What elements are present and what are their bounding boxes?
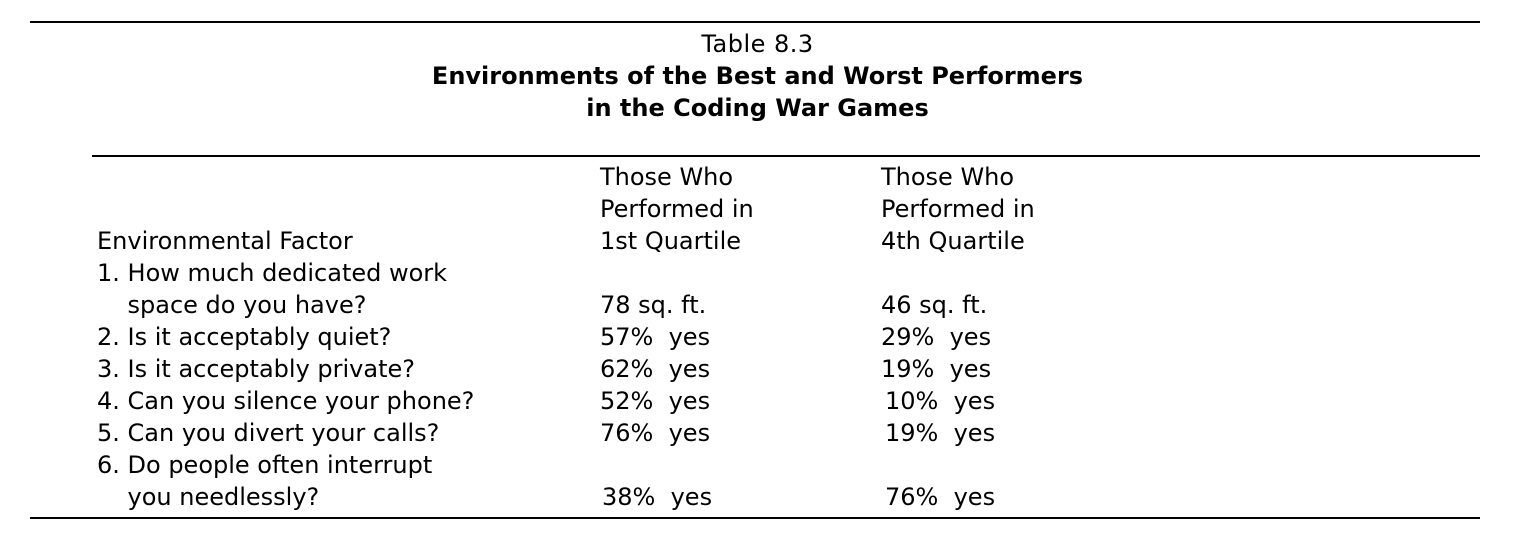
row-1-q1-value: 78 sq. ft. (600, 291, 707, 319)
q4-header-line-1: Those Who (881, 163, 1015, 191)
table-title-line-2: in the Coding War Games (586, 94, 929, 122)
row-4-q4-value: 10% yes (885, 387, 996, 415)
q4-header-line-2: Performed in (881, 195, 1035, 223)
q4-header-line-3: 4th Quartile (881, 227, 1025, 255)
q1-header-line-3: 1st Quartile (600, 227, 741, 255)
q1-header-line-2: Performed in (600, 195, 754, 223)
row-1-factor-line-1: 1. How much dedicated work (97, 259, 448, 287)
row-2-q1-value: 57% yes (600, 323, 711, 351)
row-5-q4-value: 19% yes (885, 419, 996, 447)
top-rule (30, 21, 1480, 23)
row-4-factor: 4. Can you silence your phone? (97, 387, 475, 415)
row-3-factor: 3. Is it acceptably private? (97, 355, 415, 383)
row-4-q1-value: 52% yes (600, 387, 711, 415)
bottom-rule (30, 517, 1480, 519)
q1-header-line-1: Those Who (600, 163, 734, 191)
row-3-q4-value: 19% yes (881, 355, 992, 383)
row-1-factor-line-2: space do you have? (97, 291, 367, 319)
row-5-q1-value: 76% yes (600, 419, 711, 447)
row-1-q4-value: 46 sq. ft. (881, 291, 988, 319)
header-rule (92, 155, 1480, 157)
row-6-q1-value: 38% yes (602, 483, 713, 511)
row-2-factor: 2. Is it acceptably quiet? (97, 323, 392, 351)
row-6-factor-line-2: you needlessly? (97, 483, 320, 511)
row-6-factor-line-1: 6. Do people often interrupt (97, 451, 433, 479)
row-5-factor: 5. Can you divert your calls? (97, 419, 440, 447)
table-number: Table 8.3 (701, 30, 814, 58)
factor-header: Environmental Factor (97, 227, 353, 255)
row-3-q1-value: 62% yes (600, 355, 711, 383)
table-title-line-1: Environments of the Best and Worst Perfo… (431, 62, 1084, 90)
row-6-q4-value: 76% yes (885, 483, 996, 511)
row-2-q4-value: 29% yes (881, 323, 992, 351)
